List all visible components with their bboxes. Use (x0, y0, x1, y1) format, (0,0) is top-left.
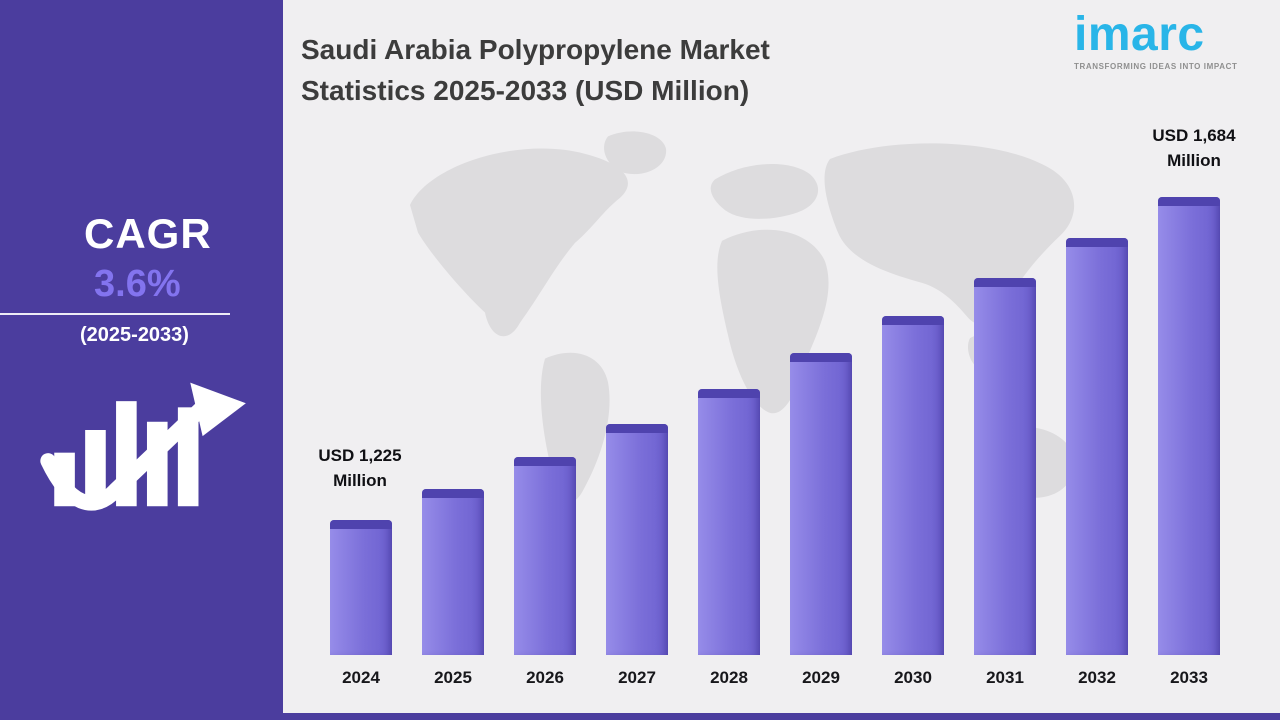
bar-top-cap (1066, 238, 1128, 247)
bar-2031[interactable] (974, 278, 1036, 655)
bar-top-cap (974, 278, 1036, 287)
chart-panel: Saudi Arabia Polypropylene Market Statis… (283, 0, 1280, 720)
bar-2025[interactable] (422, 489, 484, 655)
x-axis-label-2026: 2026 (526, 668, 564, 687)
bar-top-cap (422, 489, 484, 498)
bar-top-cap (882, 316, 944, 325)
bar-2028[interactable] (698, 389, 760, 655)
last-bar-value-label: USD 1,684 Million (1119, 124, 1269, 173)
bar-column-2030: 2030 (882, 130, 944, 690)
x-axis-label-2025: 2025 (434, 668, 472, 687)
bar-column-2025: 2025 (422, 130, 484, 690)
growth-chart-icon (40, 382, 246, 511)
imarc-logo-tagline: TRANSFORMING IDEAS INTO IMPACT (1074, 62, 1238, 72)
bar-column-2028: 2028 (698, 130, 760, 690)
bar-2030[interactable] (882, 316, 944, 655)
bar-2032[interactable] (1066, 238, 1128, 655)
x-axis-label-2033: 2033 (1170, 668, 1208, 687)
bar-2024[interactable] (330, 520, 392, 655)
bar-2033[interactable] (1158, 197, 1220, 655)
bar-column-2032: 2032 (1066, 130, 1128, 690)
bar-column-2033: 2033 (1158, 130, 1220, 690)
bar-top-cap (606, 424, 668, 433)
x-axis-label-2027: 2027 (618, 668, 656, 687)
first-bar-value-line2: Million (333, 470, 387, 490)
bar-2027[interactable] (606, 424, 668, 655)
x-axis-label-2031: 2031 (986, 668, 1024, 687)
bar-column-2027: 2027 (606, 130, 668, 690)
bar-column-2031: 2031 (974, 130, 1036, 690)
bottom-accent-strip (283, 713, 1280, 720)
bar-column-2026: 2026 (514, 130, 576, 690)
chart-title-line1: Saudi Arabia Polypropylene Market (301, 34, 770, 65)
first-bar-value-label: USD 1,225 Million (285, 444, 435, 493)
bar-chart: 2024 2025 2026 2027 2028 2029 2030 2031 2032 2033 (330, 130, 1220, 690)
first-bar-value-line1: USD 1,225 (318, 446, 402, 465)
bar-column-2024: 2024 (330, 130, 392, 690)
cagr-value: 3.6% (94, 263, 181, 305)
bar-top-cap (790, 353, 852, 362)
chart-title-line2: Statistics 2025-2033 (USD Million) (301, 74, 750, 106)
last-bar-value-line2: Million (1167, 150, 1221, 170)
x-axis-label-2029: 2029 (802, 668, 840, 687)
cagr-label: CAGR (84, 210, 212, 257)
chart-title: Saudi Arabia Polypropylene Market Statis… (301, 30, 770, 111)
last-bar-value-line1: USD 1,684 (1152, 126, 1236, 145)
bar-column-2029: 2029 (790, 130, 852, 690)
bar-2029[interactable] (790, 353, 852, 655)
bar-top-cap (514, 457, 576, 466)
imarc-logo-text: imarc (1074, 8, 1205, 61)
bar-top-cap (330, 520, 392, 529)
x-axis-label-2024: 2024 (342, 668, 380, 687)
cagr-period: (2025-2033) (80, 324, 189, 346)
x-axis-label-2028: 2028 (710, 668, 748, 687)
bar-top-cap (1158, 197, 1220, 206)
x-axis-label-2030: 2030 (894, 668, 932, 687)
cagr-underline (0, 313, 230, 315)
imarc-logo: imarc TRANSFORMING IDEAS INTO IMPACT (1074, 8, 1264, 72)
sidebar: CAGR 3.6% (2025-2033) (0, 0, 283, 720)
bar-2026[interactable] (514, 457, 576, 655)
bar-top-cap (698, 389, 760, 398)
x-axis-label-2032: 2032 (1078, 668, 1116, 687)
